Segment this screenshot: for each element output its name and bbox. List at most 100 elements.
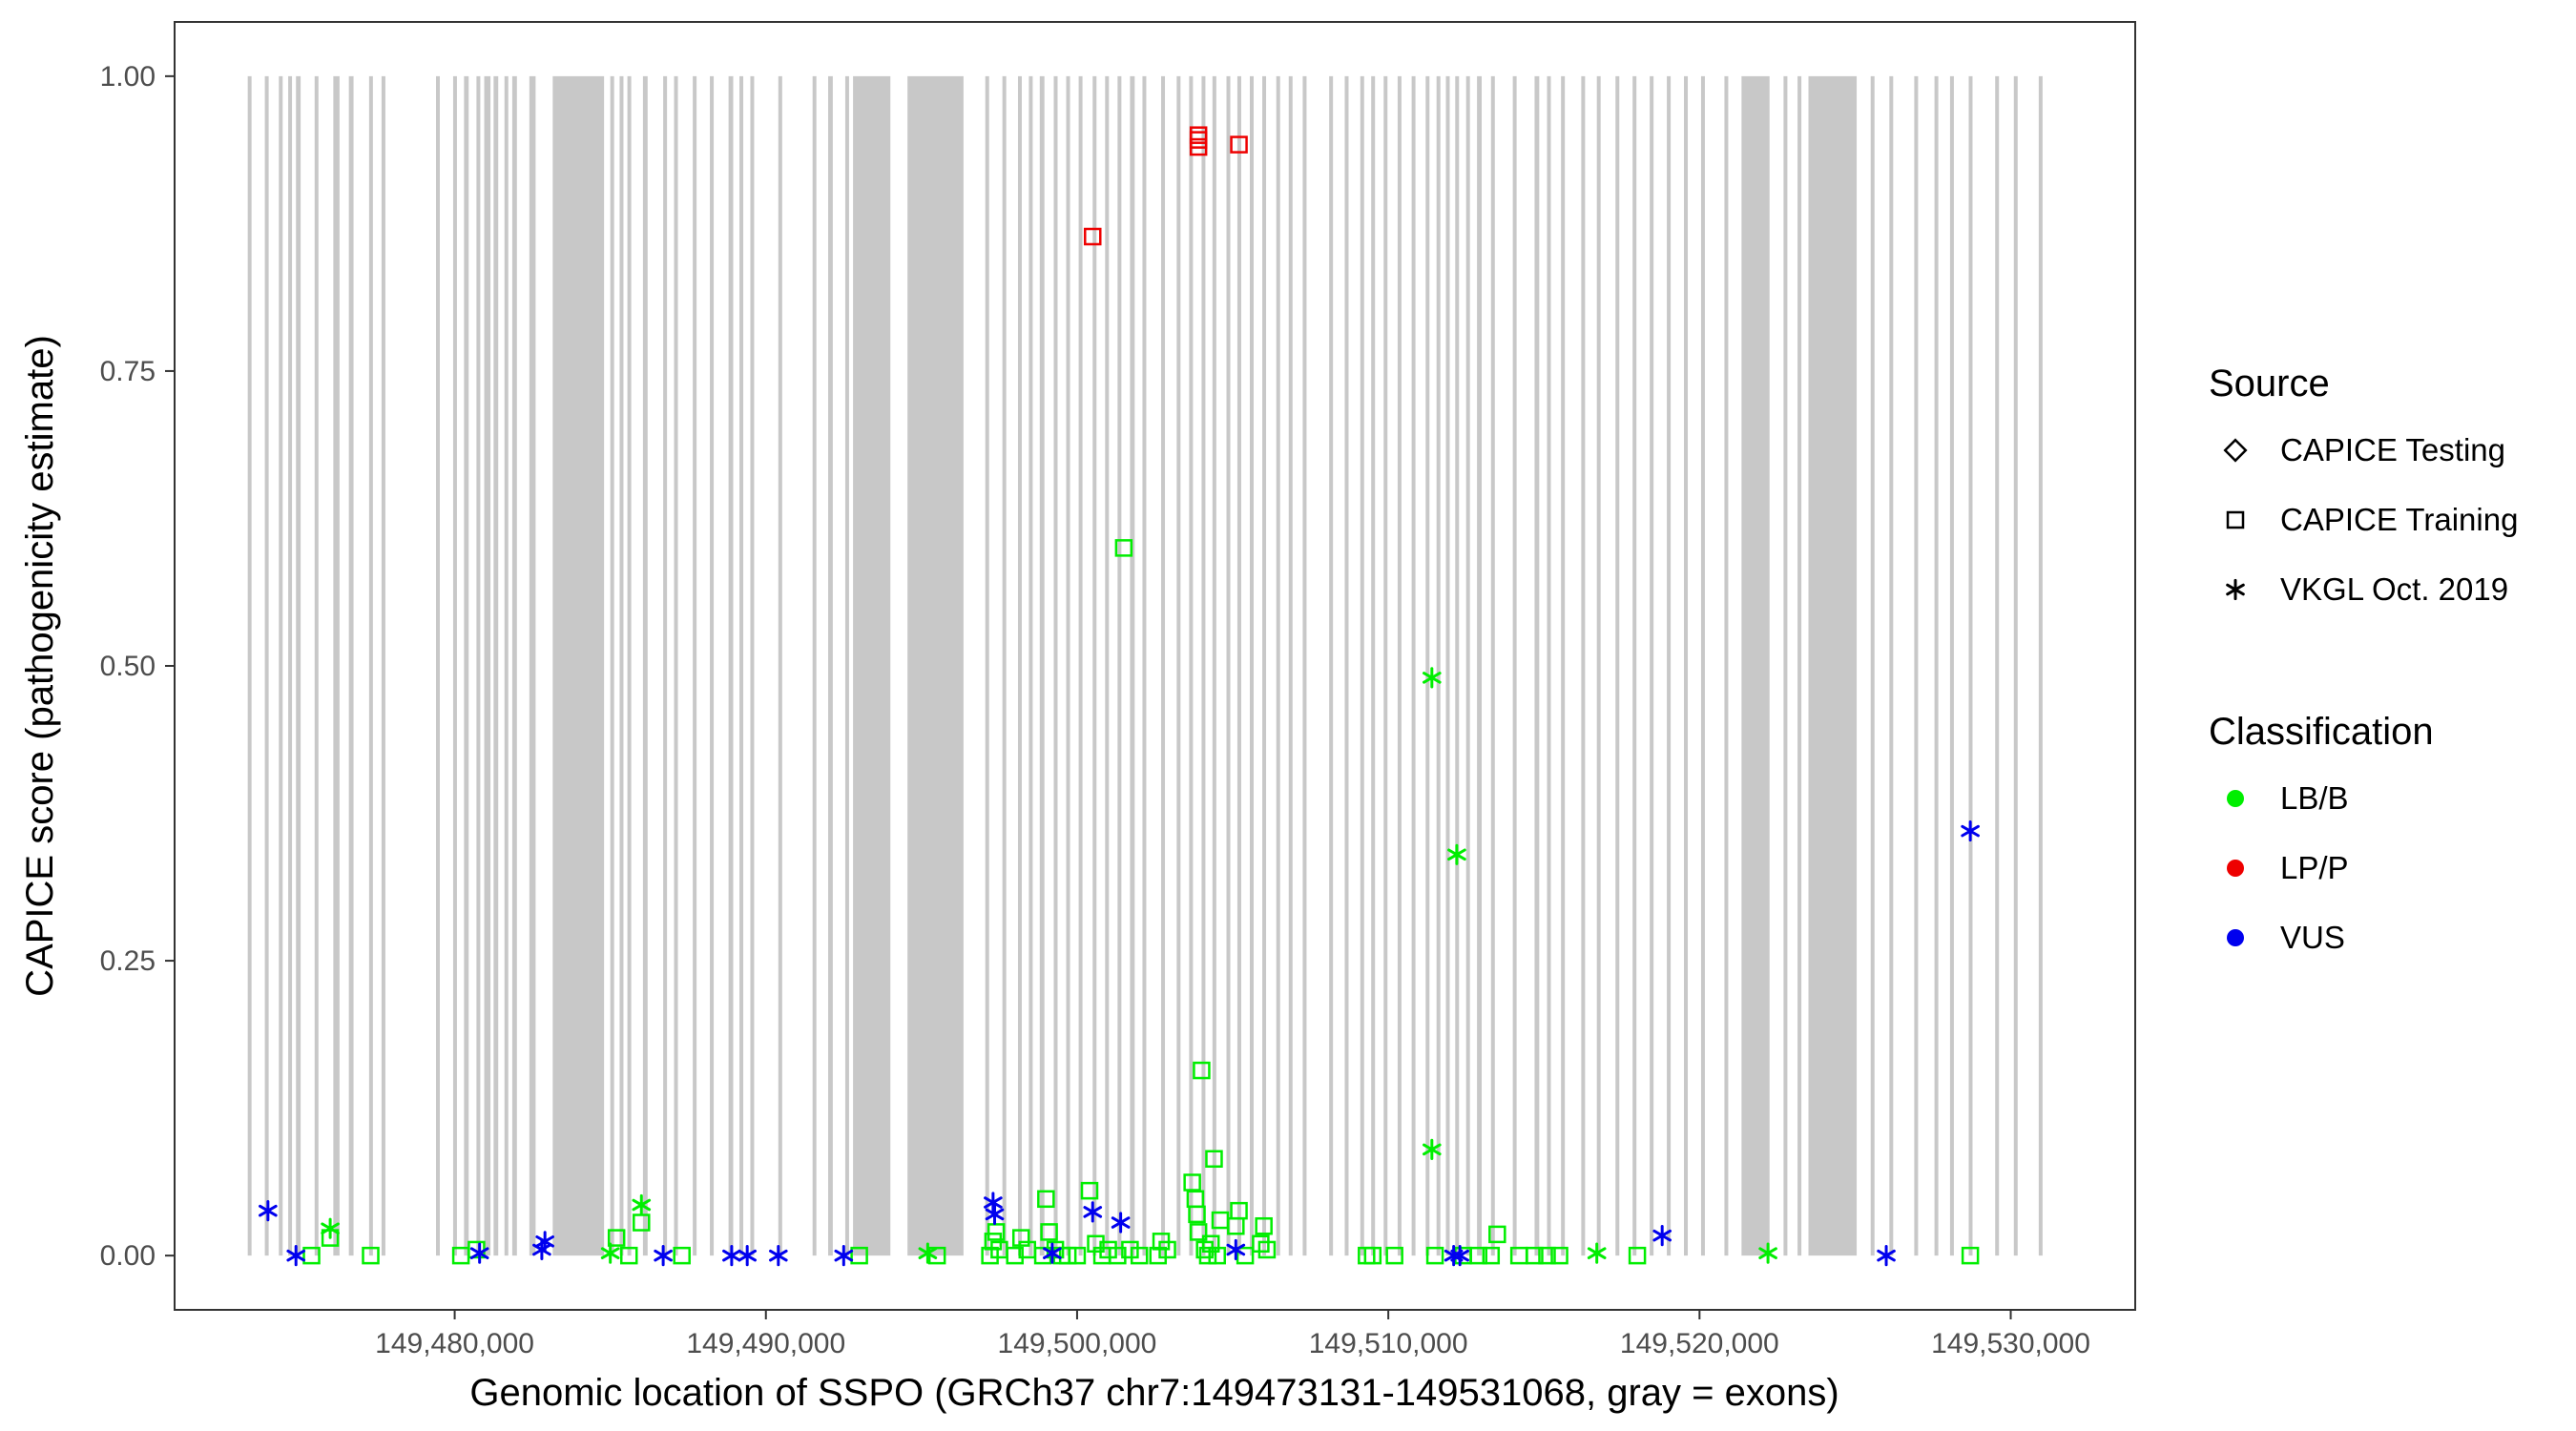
legend-label: VKGL Oct. 2019	[2280, 571, 2508, 607]
exon-band	[1968, 75, 1973, 1256]
exon-band	[1490, 75, 1495, 1256]
point-asterisk	[1652, 1225, 1672, 1247]
exon-band	[1201, 75, 1206, 1256]
point-square	[1099, 1240, 1117, 1259]
exon-band	[1262, 75, 1267, 1256]
point-square	[2226, 510, 2245, 529]
exon-band	[1142, 75, 1147, 1256]
legend-title: Classification	[2209, 711, 2434, 753]
point-square	[1114, 539, 1133, 557]
y-axis: 0.00 0.25 0.50 0.75 1.00	[100, 61, 175, 1272]
point-square	[1198, 1246, 1217, 1265]
exon-band	[296, 75, 301, 1256]
exon-band	[314, 75, 319, 1256]
exon-band	[552, 75, 605, 1256]
point-asterisk	[1423, 1138, 1442, 1160]
point-square	[1193, 1061, 1211, 1080]
point-square	[1205, 1150, 1223, 1169]
point-square	[1252, 1234, 1270, 1254]
legend-label: LP/P	[2280, 850, 2349, 885]
point-square	[1158, 1240, 1176, 1259]
exon-band	[1249, 75, 1254, 1256]
point-square	[1188, 1205, 1206, 1224]
point-square	[1961, 1246, 1980, 1265]
point-square	[1488, 1225, 1506, 1244]
point-square	[1363, 1246, 1382, 1265]
exon-band	[907, 75, 964, 1256]
exon-band	[674, 75, 678, 1256]
point-square	[1628, 1246, 1647, 1265]
point-asterisk	[1226, 1238, 1246, 1261]
exon-band	[1949, 75, 1954, 1256]
exon-band	[1889, 75, 1894, 1256]
exon-band	[1189, 75, 1194, 1256]
exon-band	[1092, 75, 1097, 1256]
point-asterisk	[632, 1193, 652, 1216]
exon-band	[812, 75, 817, 1256]
exon-band	[493, 75, 499, 1256]
point-asterisk	[722, 1245, 741, 1267]
x-axis: 149,480,000 149,490,000 149,500,000 149,510…	[375, 1310, 2090, 1359]
exon-band	[1176, 75, 1181, 1256]
exon-band	[1425, 75, 1430, 1256]
point-square	[362, 1246, 380, 1265]
exon-band	[1017, 75, 1022, 1256]
exon-band	[1445, 75, 1450, 1256]
exon-band	[279, 75, 283, 1256]
x-tick-label: 149,480,000	[375, 1328, 534, 1359]
point-square	[1040, 1223, 1058, 1241]
point-square	[1058, 1246, 1077, 1265]
point-asterisk	[2226, 578, 2245, 601]
point-diamond	[2223, 438, 2248, 463]
legend-label: VUS	[2280, 920, 2345, 955]
point-asterisk	[1877, 1245, 1896, 1267]
exon-band	[484, 75, 491, 1256]
exon-band	[1302, 75, 1307, 1256]
point-asterisk	[1043, 1242, 1062, 1264]
exon-band	[504, 75, 509, 1256]
exon-band	[1028, 75, 1033, 1256]
point-asterisk	[737, 1245, 758, 1267]
exon-band	[1436, 75, 1441, 1256]
exon-band	[1650, 75, 1654, 1256]
exon-band	[1329, 75, 1334, 1256]
exon-band	[985, 75, 989, 1256]
point-square	[1195, 1240, 1214, 1259]
point-asterisk	[286, 1245, 306, 1267]
point-square	[1255, 1216, 1273, 1235]
exon-band	[1161, 75, 1166, 1256]
exon-band	[333, 75, 340, 1256]
exon-band	[1632, 75, 1637, 1256]
exon-band	[1547, 75, 1551, 1256]
exon-band	[1477, 75, 1482, 1256]
exon-band	[529, 75, 536, 1256]
data-points	[259, 126, 1980, 1267]
point-asterisk	[535, 1231, 554, 1253]
point-square	[1068, 1246, 1087, 1265]
point-square	[1230, 135, 1248, 154]
x-tick-label: 149,490,000	[686, 1328, 845, 1359]
exon-band	[1078, 75, 1083, 1256]
exon-band	[1360, 75, 1364, 1256]
exon-band	[828, 75, 833, 1256]
exon-band	[1371, 75, 1376, 1256]
exon-bands	[247, 75, 2043, 1256]
point-square	[1109, 1246, 1127, 1265]
exon-band	[627, 75, 632, 1256]
exon-band	[728, 75, 734, 1256]
exon-band	[1039, 75, 1045, 1256]
exon-band	[1808, 75, 1858, 1256]
exon-band	[1002, 75, 1007, 1256]
exon-band	[464, 75, 469, 1256]
point-square	[1080, 1181, 1099, 1200]
legend: Source CAPICE Testing CAPICE Training VKGL …	[2209, 363, 2518, 955]
exon-band	[1236, 75, 1241, 1256]
exon-band	[1053, 75, 1058, 1256]
point-square	[1037, 1190, 1055, 1209]
point-asterisk	[984, 1192, 1003, 1213]
point-square	[673, 1246, 691, 1265]
exon-band	[264, 75, 269, 1256]
exon-band	[452, 75, 457, 1256]
exon-band	[1870, 75, 1875, 1256]
